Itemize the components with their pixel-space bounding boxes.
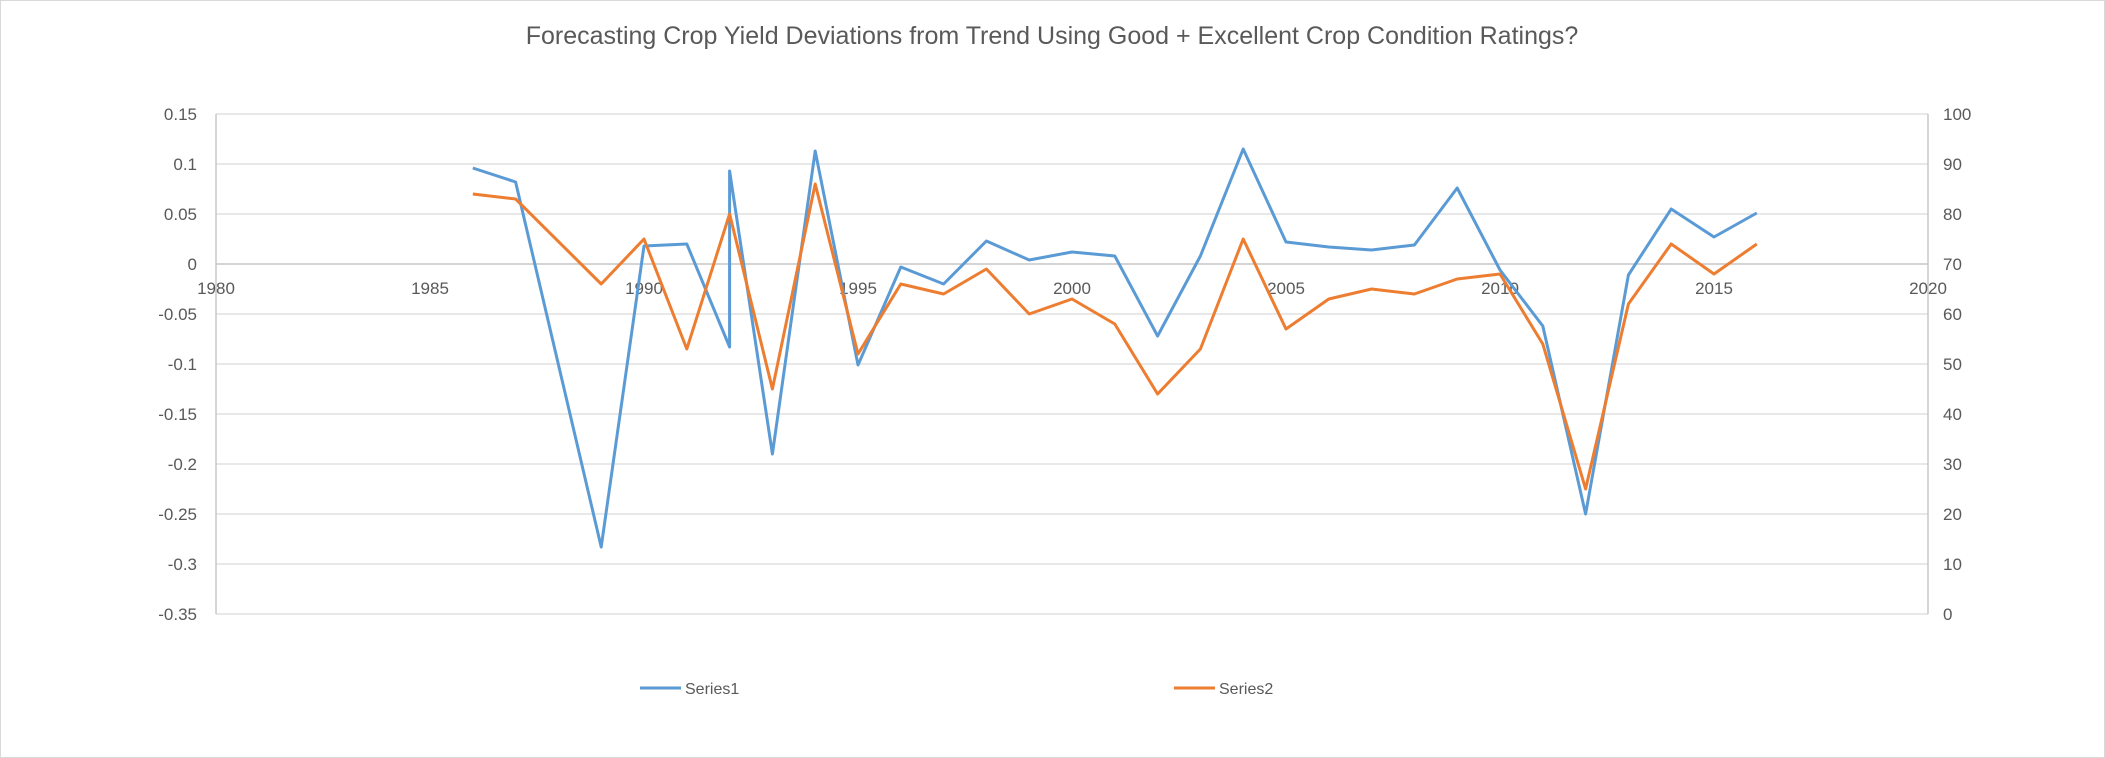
x-tick-label: 2000: [1053, 279, 1091, 298]
y2-tick-label: 30: [1943, 455, 1962, 474]
x-tick-label: 2005: [1267, 279, 1305, 298]
y-tick-label: -0.2: [168, 455, 197, 474]
y-tick-label: 0.05: [164, 205, 197, 224]
y2-tick-label: 80: [1943, 205, 1962, 224]
y2-tick-label: 100: [1943, 105, 1971, 124]
x-tick-label: 2020: [1909, 279, 1947, 298]
x-tick-labels: 1980 1985 1990 1995 2000 2005 2010 2015 2020: [197, 279, 1947, 298]
y2-tick-label: 0: [1943, 605, 1952, 624]
axes: [215, 114, 1929, 614]
x-tick-label: 1980: [197, 279, 235, 298]
gridlines: [216, 113, 1928, 615]
legend: Series1 Series2: [640, 681, 1273, 698]
x-tick-label: 1995: [839, 279, 877, 298]
y2-tick-label: 60: [1943, 305, 1962, 324]
y2-tick-label: 90: [1943, 155, 1962, 174]
y-tick-label: 0.1: [173, 155, 197, 174]
series-lines: [472, 147, 1758, 549]
y-tick-label: -0.15: [158, 405, 197, 424]
series2-line: [472, 182, 1758, 491]
x-tick-label: 2015: [1695, 279, 1733, 298]
legend-label-series1: Series1: [685, 681, 739, 698]
legend-label-series2: Series2: [1219, 681, 1273, 698]
x-tick-label: 1990: [625, 279, 663, 298]
y2-tick-label: 70: [1943, 255, 1962, 274]
left-y-tick-labels: 0.15 0.1 0.05 0 -0.05 -0.1 -0.15 -0.2 -0.25 -0.3 -…: [158, 105, 197, 624]
chart-title: Forecasting Crop Yield Deviations from T…: [526, 22, 1579, 50]
series1-line: [472, 147, 1758, 549]
y-tick-label: 0: [188, 255, 197, 274]
legend-item-series1: Series1: [640, 681, 739, 698]
y2-tick-label: 50: [1943, 355, 1962, 374]
y-tick-label: -0.1: [168, 355, 197, 374]
y-tick-label: 0.15: [164, 105, 197, 124]
x-tick-label: 1985: [411, 279, 449, 298]
y2-tick-label: 20: [1943, 505, 1962, 524]
y2-tick-label: 10: [1943, 555, 1962, 574]
legend-item-series2: Series2: [1174, 681, 1273, 698]
y-tick-label: -0.3: [168, 555, 197, 574]
y2-tick-label: 40: [1943, 405, 1962, 424]
y-tick-label: -0.35: [158, 605, 197, 624]
y-tick-label: -0.05: [158, 305, 197, 324]
y-tick-label: -0.25: [158, 505, 197, 524]
